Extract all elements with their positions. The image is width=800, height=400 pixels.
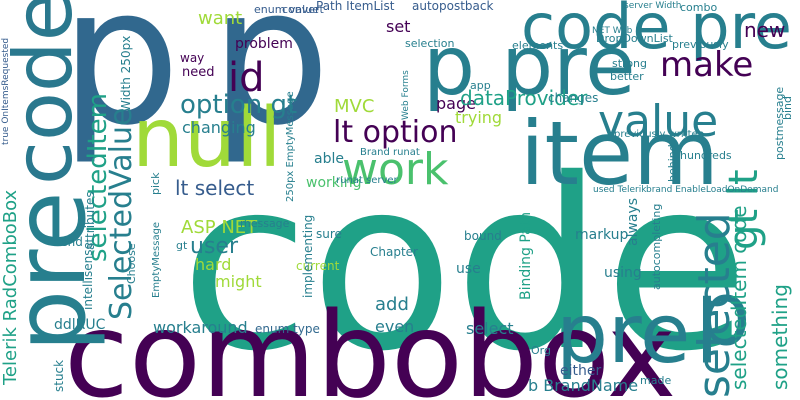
word-EmptyMessage-250px: 250px EmptyMessage: [285, 91, 296, 202]
word-problem: problem: [235, 36, 293, 52]
word-lt-select: lt select: [175, 176, 255, 200]
word-behind: behind: [666, 144, 679, 182]
word-true-OnItemsRequested: true OnItemsRequested: [1, 37, 11, 145]
word-combo: combo: [680, 1, 718, 14]
word-even: even: [375, 317, 415, 336]
word-make: make: [660, 45, 754, 85]
word-p-pre: p pre: [423, 19, 636, 114]
word-option-gt: option gt: [180, 90, 298, 120]
word-markup: markup: [575, 227, 629, 243]
word-p-left: p: [60, 0, 181, 167]
word-bind: bind: [781, 96, 794, 120]
word-previously-written: previously written: [614, 129, 705, 140]
word-always: always: [625, 197, 641, 246]
word-Brand-runat: Brand runat: [360, 147, 420, 158]
word-working: working: [306, 175, 362, 191]
word-DropDownList: DropDownList: [596, 32, 673, 45]
word-either: either: [560, 363, 602, 379]
word-code-pre: code pre: [521, 0, 792, 63]
word-code: code: [180, 128, 750, 400]
word-changes: changes: [548, 91, 599, 105]
word-using: using: [604, 265, 642, 281]
word-something: something: [768, 284, 792, 390]
word-convert: convert: [282, 3, 324, 16]
word-message: message: [240, 217, 290, 230]
word-new: new: [744, 18, 786, 42]
word-b-BrandName: b BrandName: [528, 376, 639, 395]
word-select: select: [466, 319, 514, 338]
word-hundreds: hundreds: [680, 149, 732, 162]
word-set: set: [386, 17, 411, 36]
word-page: page: [436, 94, 476, 113]
word-Telerik-RadComboBox: Telerik RadComboBox: [0, 189, 21, 385]
word-ASP-NET: ASP NET: [181, 217, 258, 238]
word-null: null: [132, 91, 282, 186]
word-elements: elements: [512, 39, 564, 52]
word-brand-EnableLoadOnDemand: brand EnableLoadOnDemand: [646, 185, 779, 195]
word-current: current: [296, 259, 340, 273]
word-Chapter: Chapter: [370, 245, 418, 259]
word-Choose: Choose: [125, 243, 138, 284]
word-use: use: [456, 261, 481, 277]
word-want: want: [198, 8, 243, 29]
word-NET-Web: NET Web: [592, 26, 633, 36]
word-send: send: [54, 235, 83, 249]
word-id: id: [228, 55, 265, 101]
word-way: way: [180, 51, 205, 65]
word-ddlRUC: ddlRUC: [54, 317, 106, 333]
word-Path-ItemList: Path ItemList: [316, 0, 395, 13]
word-server-Width: server Width: [624, 1, 682, 11]
word-code-left: code: [0, 0, 90, 185]
word-runat-server: runat server: [336, 175, 398, 186]
word-intellisense: intellisense: [81, 242, 95, 310]
word-might: might: [215, 272, 262, 291]
word-app: app: [470, 79, 491, 92]
word-p-right: p: [695, 262, 751, 365]
word-user: user: [190, 234, 238, 259]
word-implementing: implementing: [301, 214, 315, 298]
word-hard: hard: [195, 255, 232, 274]
word-made: made: [640, 374, 672, 387]
word-changing: changing: [182, 118, 256, 137]
word-Web-Forms: Web Forms: [401, 70, 411, 120]
word-strong: strong: [612, 57, 648, 70]
word-pre-right: pre: [556, 287, 691, 382]
word-add: add: [375, 294, 409, 315]
word-autocompleting: autocompleting: [650, 203, 663, 290]
word-MVC: MVC: [334, 96, 375, 117]
word-sure: sure: [316, 227, 342, 241]
word-stuck: stuck: [52, 359, 66, 392]
word-dataProvider: dataProvider: [460, 86, 588, 110]
word-need: need: [182, 65, 215, 80]
word-work: work: [342, 144, 449, 195]
word-better: better: [610, 70, 644, 83]
word-selection: selection: [405, 37, 455, 50]
word-autopostback: autopostback: [412, 0, 494, 13]
word-EmptyMessage: EmptyMessage: [151, 221, 162, 298]
word-p-mid: p: [210, 0, 331, 167]
word-Binding-Path: Binding Path: [518, 211, 534, 300]
word-gt: gt: [176, 239, 188, 252]
word-workaround: workaround: [153, 318, 248, 337]
word-value: value: [598, 96, 719, 147]
word-Org: Org: [531, 344, 551, 357]
word-lt-option: lt option: [333, 115, 458, 150]
word-bound: bound: [464, 229, 502, 243]
word-enum-type: enum type: [255, 322, 320, 336]
word-item: item: [520, 102, 719, 205]
word-enum-value: enum value: [254, 3, 319, 16]
word-combobox: combobox: [64, 286, 677, 400]
word-Width-250px: Width 250px: [119, 35, 133, 112]
word-selectedItem-code: selectedItem code: [727, 205, 751, 390]
word-trying: trying: [455, 108, 503, 127]
word-able: able: [314, 151, 344, 167]
word-pick: pick: [149, 172, 162, 195]
word-used-Telerik: used Telerik: [593, 185, 647, 195]
word-previously: previously: [672, 38, 729, 51]
word-SelectedValue: SelectedValue: [104, 107, 139, 320]
word-attributes: attributes: [83, 191, 97, 250]
